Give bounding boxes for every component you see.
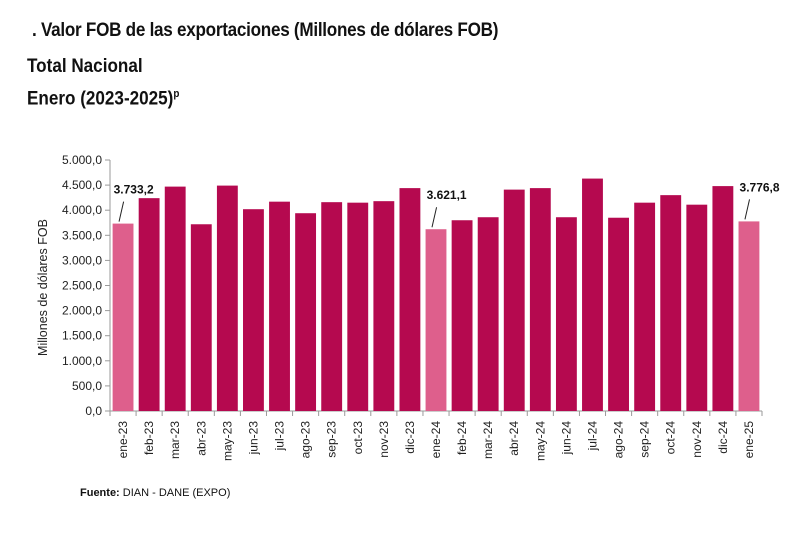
bar-jul-24 (582, 178, 603, 411)
bar-nov-24 (686, 204, 708, 411)
x-tick-label: abr-23 (194, 421, 208, 456)
bar-feb-24 (451, 220, 473, 411)
x-tick-label: nov-24 (690, 421, 704, 458)
x-tick-label: mar-24 (481, 421, 495, 459)
bar-abr-23 (190, 224, 212, 411)
y-tick-label: 2.000,0 (62, 304, 102, 318)
bar-ene-24 (425, 229, 447, 411)
provisional-mark: p (173, 88, 180, 100)
x-tick-label: jul-23 (273, 421, 287, 452)
y-tick-label: 4.000,0 (62, 203, 102, 217)
x-tick-label: ene-25 (742, 421, 756, 459)
bar-oct-23 (347, 202, 369, 411)
chart-subtitle-scope: Total Nacional (27, 56, 143, 77)
bar-ene-25 (738, 221, 760, 411)
y-tick-label: 1.000,0 (62, 354, 102, 368)
y-tick-label: 2.500,0 (62, 279, 102, 293)
x-tick-label: jun-23 (246, 421, 260, 456)
data-label-leader (431, 207, 438, 228)
x-tick-label: oct-23 (351, 421, 365, 455)
data-label: 3.621,1 (427, 188, 467, 202)
x-tick-label: jun-24 (559, 421, 573, 456)
source-text: DIAN - DANE (EXPO) (119, 487, 231, 499)
x-tick-label: nov-23 (377, 421, 391, 458)
bar-ago-24 (608, 217, 629, 411)
y-tick-label: 0,0 (85, 404, 102, 418)
bar-may-24 (529, 188, 551, 411)
bar-dic-23 (399, 188, 421, 411)
chart-subtitle-period: Enero (2023-2025)p (27, 88, 179, 110)
data-label: 3.776,8 (740, 180, 780, 194)
bar-oct-24 (660, 195, 682, 411)
bar-may-23 (216, 185, 238, 411)
x-tick-label: feb-23 (142, 421, 156, 455)
bar-ago-23 (295, 213, 317, 411)
bar-jun-23 (243, 209, 264, 411)
x-tick-label: jul-24 (585, 421, 599, 452)
x-tick-label: dic-24 (716, 421, 730, 454)
y-tick-label: 3.000,0 (62, 253, 102, 267)
bar-mar-23 (164, 186, 186, 411)
x-tick-label: ago-24 (612, 421, 626, 459)
bar-abr-24 (503, 189, 525, 411)
source-note: Fuente: DIAN - DANE (EXPO) (80, 487, 230, 499)
data-label: 3.733,2 (114, 183, 154, 197)
bar-dic-24 (712, 186, 734, 411)
data-label-leader (118, 201, 125, 222)
chart-title: . Valor FOB de las exportaciones (Millon… (32, 20, 499, 41)
y-tick-label: 3.500,0 (62, 228, 102, 242)
y-tick-label: 500,0 (72, 379, 102, 393)
x-tick-label: mar-23 (168, 421, 182, 459)
bar-jul-23 (269, 201, 290, 411)
source-label: Fuente: (80, 487, 120, 499)
x-tick-label: ene-24 (429, 421, 443, 459)
y-axis-title: Millones de dólares FOB (36, 219, 50, 356)
bar-sep-23 (321, 202, 343, 411)
x-tick-label: oct-24 (664, 421, 678, 455)
bar-jun-24 (555, 217, 577, 411)
x-tick-label: feb-24 (455, 421, 469, 455)
bar-feb-23 (138, 198, 160, 411)
x-tick-label: sep-24 (638, 421, 652, 458)
x-tick-label: ene-23 (116, 421, 130, 459)
x-tick-label: may-24 (533, 421, 547, 461)
period-text: Enero (2023-2025) (27, 88, 174, 110)
x-tick-label: abr-24 (507, 421, 521, 456)
x-tick-label: sep-23 (325, 421, 339, 458)
bar-ene-23 (112, 223, 134, 411)
bar-mar-24 (477, 217, 499, 411)
y-tick-label: 4.500,0 (62, 178, 102, 192)
y-tick-label: 1.500,0 (62, 329, 102, 343)
x-tick-label: ago-23 (299, 421, 313, 459)
x-tick-label: may-23 (220, 421, 234, 461)
bar-sep-24 (634, 202, 656, 411)
bar-nov-23 (373, 201, 395, 411)
data-label-leader (744, 199, 751, 220)
x-tick-label: dic-23 (403, 421, 417, 454)
y-tick-label: 5.000,0 (62, 153, 102, 167)
